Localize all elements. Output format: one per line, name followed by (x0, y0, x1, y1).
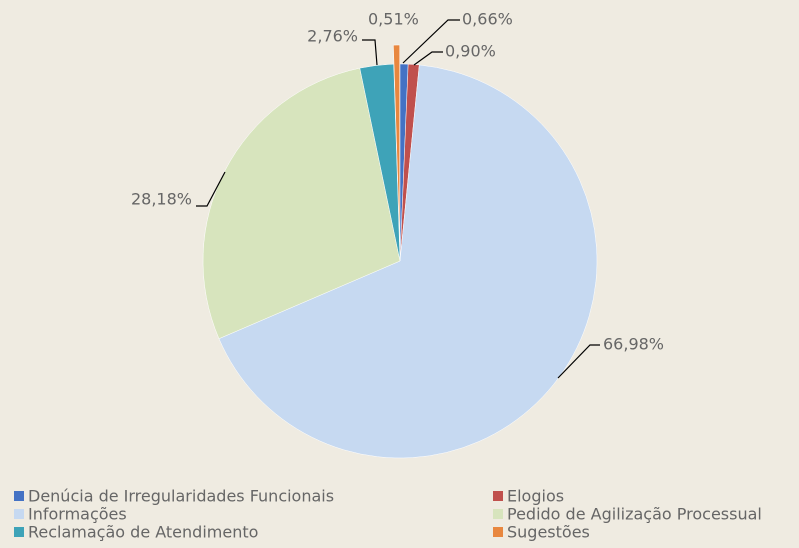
legend-swatch (14, 509, 24, 519)
pie-slice (393, 44, 400, 243)
data-label: 0,66% (462, 10, 513, 29)
legend-swatch (14, 527, 24, 537)
data-label: 2,76% (307, 27, 358, 46)
leader-line (413, 51, 443, 66)
legend-label: Pedido de Agilização Processual (507, 505, 762, 524)
legend-label: Elogios (507, 487, 564, 506)
data-label: 0,90% (445, 42, 496, 61)
data-label: 66,98% (603, 335, 664, 354)
leader-line (196, 171, 226, 207)
leader-line (362, 39, 378, 66)
legend-label: Denúcia de Irregularidades Funcionais (28, 487, 334, 506)
legend-swatch (493, 527, 503, 537)
pie-slice (202, 67, 401, 340)
leader-line (557, 344, 600, 379)
data-label: 0,51% (368, 10, 419, 29)
legend-swatch (493, 509, 503, 519)
legend-label: Informações (28, 505, 127, 524)
leader-line (402, 19, 460, 64)
legend-label: Sugestões (507, 523, 590, 542)
legend-swatch (14, 491, 24, 501)
legend-label: Reclamação de Atendimento (28, 523, 258, 542)
legend-swatch (493, 491, 503, 501)
pie-slice (359, 63, 401, 262)
data-label: 28,18% (131, 190, 192, 209)
